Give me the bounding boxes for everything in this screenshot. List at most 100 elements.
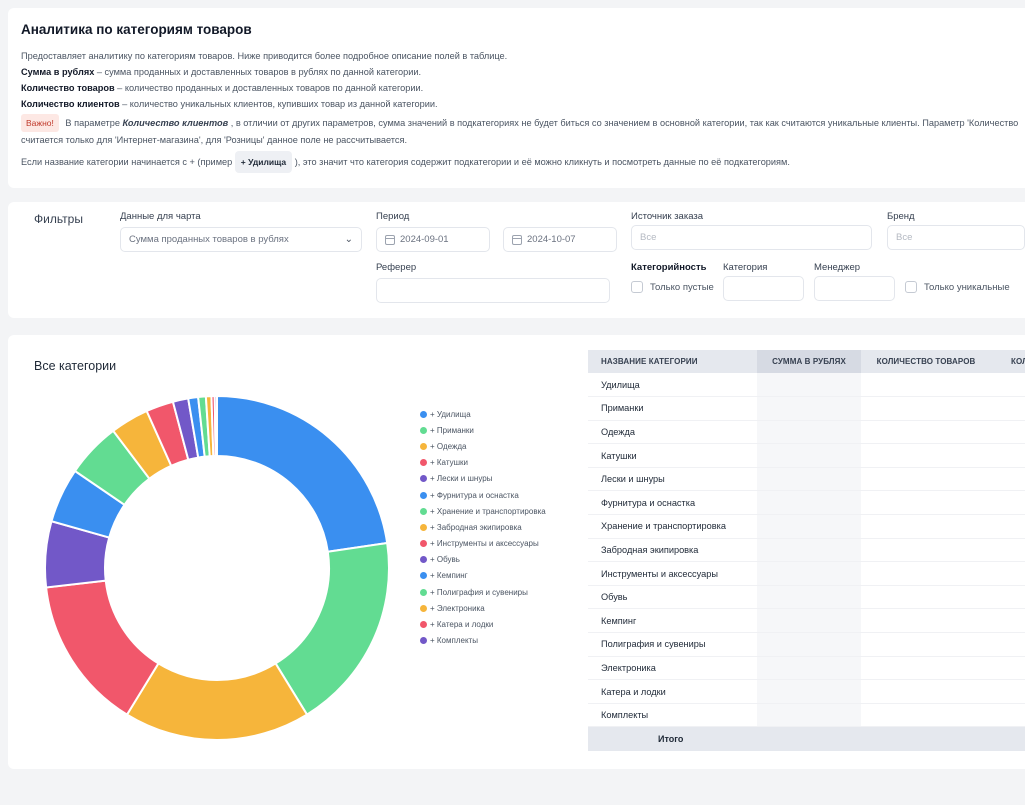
cell-qty: [861, 467, 991, 492]
table-row[interactable]: Катера и лодки: [588, 679, 1025, 704]
referrer-input[interactable]: [376, 278, 610, 303]
info-description: Предоставляет аналитику по категориям то…: [21, 51, 508, 61]
table-row[interactable]: Забродная экипировка: [588, 538, 1025, 563]
table-row[interactable]: Электроника: [588, 656, 1025, 681]
period-to-input[interactable]: 2024-10-07: [503, 227, 617, 252]
col-header-clients[interactable]: КОЛИ: [991, 350, 1025, 373]
legend-label: + Электроника: [430, 603, 485, 613]
table-row[interactable]: Полиграфия и сувениры: [588, 632, 1025, 657]
only-unique-label: Только уникальные: [924, 281, 1010, 293]
chart-title: Все категории: [34, 359, 117, 373]
cell-clients: [991, 679, 1025, 704]
manager-label: Менеджер: [814, 262, 861, 273]
legend-item[interactable]: + Комплекты: [420, 633, 546, 649]
legend-item[interactable]: + Одежда: [420, 438, 546, 454]
cell-qty: [861, 632, 991, 657]
table-row[interactable]: Катушки: [588, 443, 1025, 468]
table-row[interactable]: Фурнитура и оснастка: [588, 490, 1025, 516]
table-row[interactable]: Инструменты и аксессуары: [588, 561, 1025, 586]
cell-qty: [861, 703, 991, 728]
legend-dot: [420, 410, 427, 418]
legend-item[interactable]: + Катушки: [420, 455, 546, 471]
table-row[interactable]: Комплекты: [588, 703, 1025, 728]
legend-label: + Приманки: [430, 425, 474, 435]
cell-qty: [861, 679, 991, 704]
legend-item[interactable]: + Кемпинг: [420, 568, 546, 584]
checkbox-box[interactable]: [905, 281, 917, 293]
cell-sum: [757, 443, 861, 468]
table-row[interactable]: Одежда: [588, 420, 1025, 445]
category-input[interactable]: [723, 276, 804, 301]
col-header-name[interactable]: НАЗВАНИЕ КАТЕГОРИИ: [588, 350, 757, 373]
legend-item[interactable]: + Приманки: [420, 422, 546, 438]
chart-data-select-value: Сумма проданных товаров в рублях: [129, 234, 289, 245]
table-row[interactable]: Приманки: [588, 396, 1025, 421]
legend-item[interactable]: + Инструменты и аксессуары: [420, 536, 546, 552]
table-row[interactable]: Хранение и транспортировка: [588, 514, 1025, 539]
cell-qty: [861, 514, 991, 539]
cell-clients: [991, 585, 1025, 610]
donut-slice[interactable]: [274, 541, 390, 716]
legend-item[interactable]: + Полиграфия и сувениры: [420, 584, 546, 600]
cell-category-name[interactable]: Фурнитура и оснастка: [588, 490, 757, 516]
cell-clients: [991, 420, 1025, 445]
only-empty-checkbox[interactable]: Только пустые: [631, 281, 714, 293]
legend-item[interactable]: + Забродная экипировка: [420, 519, 546, 535]
legend-dot: [420, 572, 427, 580]
table-header-row: НАЗВАНИЕ КАТЕГОРИИ СУММА В РУБЛЯХ КОЛИЧЕ…: [588, 350, 1025, 373]
cell-category-name[interactable]: Кемпинг: [588, 608, 757, 634]
legend-item[interactable]: + Лески и шнуры: [420, 471, 546, 487]
legend-label: + Лески и шнуры: [430, 474, 493, 484]
legend-label: + Катера и лодки: [430, 620, 494, 630]
legend-item[interactable]: + Электроника: [420, 600, 546, 616]
cell-qty: [861, 373, 991, 398]
brand-select[interactable]: Все: [887, 225, 1025, 250]
col-header-sum[interactable]: СУММА В РУБЛЯХ: [757, 350, 861, 373]
cell-category-name[interactable]: Приманки: [588, 396, 757, 421]
chart-data-select[interactable]: Сумма проданных товаров в рублях ⌄: [120, 227, 362, 252]
cell-category-name[interactable]: Удилища: [588, 373, 757, 398]
donut-chart[interactable]: [44, 395, 390, 741]
info-hint: Если название категории начинается с + (…: [21, 151, 1025, 173]
cell-category-name[interactable]: Комплекты: [588, 703, 757, 728]
manager-input[interactable]: [814, 276, 895, 301]
legend-label: + Катушки: [430, 458, 468, 468]
legend-item[interactable]: + Фурнитура и оснастка: [420, 487, 546, 503]
only-unique-checkbox[interactable]: Только уникальные: [905, 281, 1010, 293]
legend-dot: [420, 507, 427, 515]
checkbox-box[interactable]: [631, 281, 643, 293]
col-header-qty[interactable]: КОЛИЧЕСТВО ТОВАРОВ: [861, 350, 991, 373]
legend-dot: [420, 523, 427, 531]
info-field-sum: Сумма в рублях – сумма проданных и доста…: [21, 67, 422, 77]
cell-category-name[interactable]: Полиграфия и сувениры: [588, 632, 757, 657]
cell-category-name[interactable]: Катушки: [588, 443, 757, 468]
legend-dot: [420, 459, 427, 467]
table-row[interactable]: Кемпинг: [588, 608, 1025, 634]
cell-category-name[interactable]: Обувь: [588, 585, 757, 610]
cell-category-name[interactable]: Инструменты и аксессуары: [588, 561, 757, 586]
legend-item[interactable]: + Катера и лодки: [420, 616, 546, 632]
table-row[interactable]: Обувь: [588, 585, 1025, 610]
table-row[interactable]: Лески и шнуры: [588, 467, 1025, 492]
cell-category-name[interactable]: Хранение и транспортировка: [588, 514, 757, 539]
cell-category-name[interactable]: Электроника: [588, 656, 757, 681]
donut-slice[interactable]: [216, 395, 389, 553]
table-row[interactable]: Удилища: [588, 373, 1025, 398]
legend-item[interactable]: + Хранение и транспортировка: [420, 503, 546, 519]
legend-item[interactable]: + Обувь: [420, 552, 546, 568]
cell-category-name[interactable]: Забродная экипировка: [588, 538, 757, 563]
cell-category-name[interactable]: Одежда: [588, 420, 757, 445]
cell-sum: [757, 656, 861, 681]
source-select[interactable]: Все: [631, 225, 872, 250]
donut-slice[interactable]: [125, 662, 309, 741]
cell-sum: [757, 420, 861, 445]
cell-category-name[interactable]: Катера и лодки: [588, 679, 757, 704]
donut-slice[interactable]: [213, 395, 218, 458]
calendar-icon: [512, 234, 522, 245]
cell-category-name[interactable]: Лески и шнуры: [588, 467, 757, 492]
chart-card: Все категории + Удилища + Приманки + Одежд…: [8, 335, 1025, 769]
total-label: Итого: [588, 726, 757, 751]
legend-label: + Полиграфия и сувениры: [430, 587, 528, 597]
legend-item[interactable]: + Удилища: [420, 406, 546, 422]
period-from-input[interactable]: 2024-09-01: [376, 227, 490, 252]
